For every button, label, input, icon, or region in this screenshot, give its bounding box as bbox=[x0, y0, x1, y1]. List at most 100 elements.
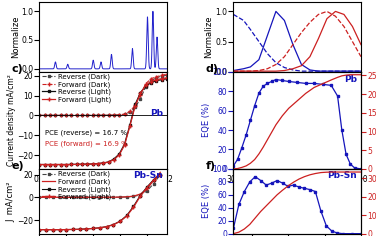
Reverse (Dark) bbox=[149, 79, 153, 82]
Reverse (Light) bbox=[58, 228, 62, 231]
Forward (Light) bbox=[44, 228, 49, 231]
Reverse (Dark) bbox=[37, 196, 42, 199]
Forward (Light) bbox=[112, 158, 116, 161]
Forward (Light) bbox=[91, 227, 96, 230]
Text: Pb-Sn: Pb-Sn bbox=[133, 171, 163, 180]
Reverse (Dark) bbox=[98, 196, 102, 199]
Reverse (Dark) bbox=[101, 114, 106, 117]
Forward (Dark) bbox=[77, 196, 82, 199]
Forward (Dark) bbox=[42, 114, 47, 117]
Reverse (Light) bbox=[111, 223, 115, 226]
Reverse (Light) bbox=[138, 91, 143, 94]
Forward (Dark) bbox=[71, 196, 75, 199]
Forward (Dark) bbox=[37, 114, 42, 117]
Y-axis label: EQE (%): EQE (%) bbox=[202, 184, 211, 218]
Reverse (Light) bbox=[64, 163, 68, 166]
Reverse (Light) bbox=[152, 178, 156, 181]
Forward (Light) bbox=[101, 162, 106, 164]
Forward (Light) bbox=[127, 125, 132, 128]
Forward (Dark) bbox=[152, 179, 156, 182]
Reverse (Dark) bbox=[74, 114, 79, 117]
Forward (Light) bbox=[158, 174, 162, 177]
Forward (Light) bbox=[64, 228, 68, 231]
Forward (Light) bbox=[118, 220, 122, 223]
Forward (Dark) bbox=[69, 114, 74, 117]
Reverse (Light) bbox=[112, 158, 116, 160]
Reverse (Dark) bbox=[80, 114, 84, 117]
Reverse (Light) bbox=[127, 124, 132, 127]
Forward (Dark) bbox=[37, 196, 42, 199]
Forward (Dark) bbox=[145, 188, 149, 191]
Forward (Dark) bbox=[149, 77, 153, 80]
Legend: Reverse (Dark), Forward (Dark), Reverse (Light), Forward (Light): Reverse (Dark), Forward (Dark), Reverse … bbox=[41, 73, 111, 104]
Forward (Dark) bbox=[144, 82, 148, 85]
Reverse (Light) bbox=[42, 163, 47, 166]
Forward (Dark) bbox=[58, 196, 62, 199]
Forward (Dark) bbox=[64, 114, 68, 117]
Reverse (Light) bbox=[144, 84, 148, 87]
Forward (Light) bbox=[74, 163, 79, 166]
Reverse (Dark) bbox=[106, 114, 111, 117]
X-axis label: Voltage (V): Voltage (V) bbox=[80, 185, 126, 194]
Reverse (Light) bbox=[165, 77, 169, 80]
Text: f): f) bbox=[205, 161, 215, 171]
Forward (Light) bbox=[152, 179, 156, 182]
Forward (Light) bbox=[154, 78, 159, 81]
Forward (Light) bbox=[71, 228, 75, 231]
Reverse (Dark) bbox=[64, 114, 68, 117]
Reverse (Dark) bbox=[165, 74, 169, 76]
Forward (Light) bbox=[51, 228, 55, 231]
Line: Reverse (Dark): Reverse (Dark) bbox=[38, 74, 168, 117]
Reverse (Light) bbox=[85, 163, 89, 165]
Reverse (Dark) bbox=[145, 190, 149, 192]
Reverse (Dark) bbox=[131, 195, 136, 198]
Reverse (Dark) bbox=[127, 111, 132, 114]
Reverse (Light) bbox=[64, 228, 68, 231]
Reverse (Dark) bbox=[37, 114, 42, 117]
Forward (Light) bbox=[48, 163, 52, 166]
Forward (Dark) bbox=[90, 114, 95, 117]
Forward (Dark) bbox=[138, 93, 143, 96]
Text: PCE (forward) = 16.9 %: PCE (forward) = 16.9 % bbox=[45, 141, 127, 147]
Forward (Light) bbox=[84, 228, 89, 230]
Y-axis label: Normalize: Normalize bbox=[205, 16, 214, 58]
Forward (Light) bbox=[144, 84, 148, 87]
Forward (Light) bbox=[117, 154, 121, 156]
Forward (Dark) bbox=[105, 196, 109, 199]
Forward (Light) bbox=[149, 80, 153, 83]
Reverse (Dark) bbox=[124, 196, 129, 198]
Text: e): e) bbox=[11, 161, 24, 171]
Reverse (Light) bbox=[77, 228, 82, 231]
Reverse (Dark) bbox=[84, 196, 89, 199]
Reverse (Dark) bbox=[158, 173, 162, 176]
Forward (Dark) bbox=[101, 114, 106, 117]
Reverse (Light) bbox=[69, 163, 74, 166]
Forward (Dark) bbox=[159, 74, 164, 77]
Forward (Dark) bbox=[158, 171, 162, 174]
Forward (Dark) bbox=[59, 114, 63, 117]
Forward (Light) bbox=[138, 92, 143, 95]
Text: d): d) bbox=[205, 64, 218, 74]
Reverse (Dark) bbox=[77, 196, 82, 199]
Reverse (Light) bbox=[124, 214, 129, 217]
Reverse (Light) bbox=[133, 103, 137, 106]
Reverse (Light) bbox=[96, 162, 100, 165]
Reverse (Dark) bbox=[112, 114, 116, 117]
Reverse (Light) bbox=[37, 228, 42, 231]
Reverse (Dark) bbox=[117, 114, 121, 116]
Legend: Reverse (Dark), Forward (Dark), Reverse (Light), Forward (Light): Reverse (Dark), Forward (Dark), Reverse … bbox=[41, 170, 111, 201]
Forward (Light) bbox=[69, 163, 74, 166]
Forward (Dark) bbox=[118, 196, 122, 198]
Text: Pb: Pb bbox=[150, 109, 163, 118]
Y-axis label: J  mA/cm²: J mA/cm² bbox=[7, 181, 16, 222]
Forward (Dark) bbox=[111, 196, 115, 199]
Forward (Light) bbox=[105, 225, 109, 228]
Reverse (Dark) bbox=[96, 114, 100, 117]
Text: PCE (reverse) = 16.7 %: PCE (reverse) = 16.7 % bbox=[45, 130, 127, 136]
Forward (Light) bbox=[106, 161, 111, 164]
Reverse (Dark) bbox=[90, 114, 95, 117]
Forward (Dark) bbox=[91, 196, 96, 199]
Forward (Dark) bbox=[74, 114, 79, 117]
Reverse (Light) bbox=[74, 163, 79, 166]
Y-axis label: Current density mA/cm²: Current density mA/cm² bbox=[7, 74, 16, 166]
